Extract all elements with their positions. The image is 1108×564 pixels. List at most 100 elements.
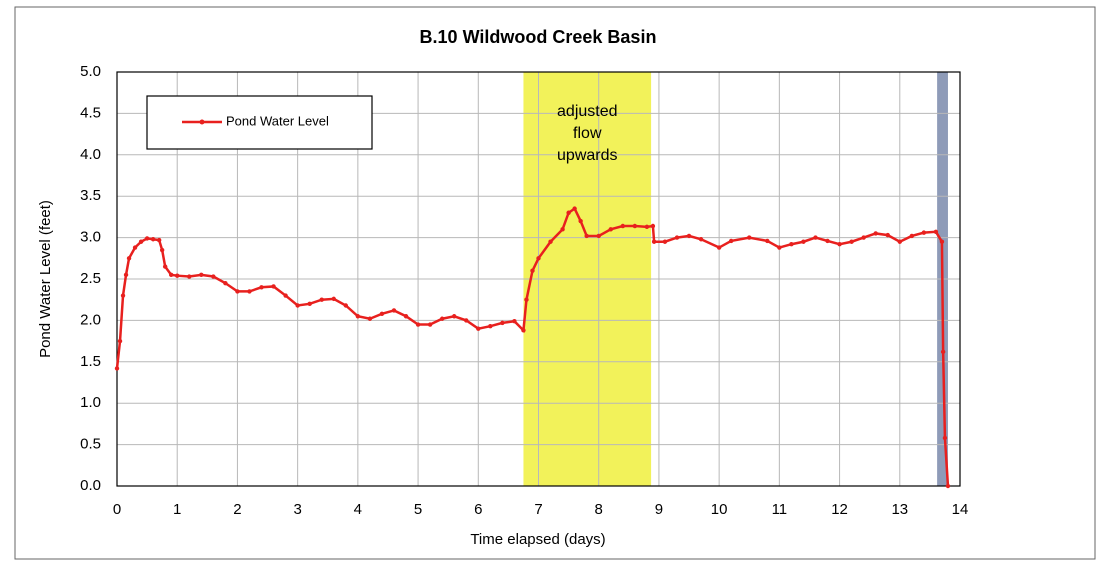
data-point — [632, 223, 638, 229]
data-point — [271, 284, 276, 289]
data-point — [530, 268, 535, 273]
data-point — [120, 293, 126, 298]
data-point — [199, 272, 204, 278]
data-point — [403, 314, 409, 319]
data-point — [138, 239, 144, 244]
legend-marker — [199, 119, 205, 125]
data-point — [608, 227, 613, 232]
data-point — [391, 308, 397, 313]
legend-label: Pond Water Level — [226, 113, 329, 128]
data-point — [114, 366, 120, 371]
y-tick-label: 0.5 — [80, 436, 101, 453]
data-point — [651, 239, 657, 244]
data-point — [765, 238, 770, 244]
data-point — [650, 223, 656, 229]
data-point — [560, 227, 565, 232]
data-point — [150, 237, 156, 242]
data-point — [439, 316, 445, 321]
data-point — [132, 245, 138, 250]
y-tick-label: 2.5 — [80, 270, 101, 287]
data-point — [488, 323, 493, 329]
data-point — [747, 235, 752, 240]
data-point — [620, 223, 625, 229]
data-point — [259, 285, 264, 290]
data-point — [123, 272, 129, 278]
data-point — [548, 239, 553, 244]
annotation: flow — [573, 125, 602, 142]
y-tick-label: 2.0 — [80, 311, 101, 328]
x-tick-label: 10 — [711, 501, 728, 518]
y-tick-label: 4.0 — [80, 146, 101, 163]
data-point — [698, 237, 704, 242]
y-tick-label: 3.5 — [80, 187, 101, 204]
data-point — [686, 233, 692, 239]
x-tick-label: 11 — [772, 501, 788, 518]
data-point — [367, 316, 373, 321]
x-tick-label: 4 — [354, 501, 362, 518]
data-point — [452, 314, 457, 319]
data-point — [307, 301, 312, 307]
data-point — [813, 235, 818, 240]
data-point — [159, 247, 165, 253]
data-point — [126, 256, 132, 261]
data-point — [572, 206, 577, 211]
x-tick-label: 1 — [173, 501, 181, 518]
plot-area-border — [116, 71, 961, 487]
chart-title: B.10 Wildwood Creek Basin — [420, 27, 657, 47]
annotation: upwards — [557, 147, 617, 164]
data-point — [355, 314, 361, 319]
data-point — [117, 338, 123, 344]
data-point — [319, 297, 324, 302]
x-tick-label: 9 — [655, 501, 663, 518]
x-tick-label: 12 — [831, 501, 848, 518]
data-point — [662, 239, 668, 244]
x-tick-label: 5 — [414, 501, 422, 518]
data-point — [235, 289, 240, 294]
data-point — [940, 349, 946, 355]
data-point — [168, 272, 174, 278]
data-point — [476, 326, 481, 331]
data-point — [162, 264, 168, 269]
y-axis-label: Pond Water Level (feet) — [37, 200, 54, 358]
data-point — [175, 273, 180, 278]
data-point — [187, 274, 192, 279]
data-point — [777, 245, 782, 250]
y-tick-label: 1.0 — [80, 394, 101, 411]
data-point — [596, 233, 601, 239]
x-tick-label: 13 — [891, 501, 908, 518]
data-point — [921, 230, 927, 235]
data-point — [716, 245, 722, 250]
data-point — [837, 242, 842, 247]
annotation: adjusted — [557, 103, 618, 120]
data-point — [801, 239, 806, 244]
data-point — [945, 483, 951, 489]
y-tick-label: 4.5 — [80, 104, 101, 121]
data-point — [331, 296, 336, 302]
data-point — [247, 289, 252, 294]
data-point — [500, 320, 505, 326]
data-point — [939, 239, 945, 244]
data-point — [521, 328, 526, 333]
y-tick-label: 3.0 — [80, 229, 101, 246]
data-point — [379, 311, 385, 316]
data-point — [524, 297, 529, 302]
x-tick-label: 0 — [113, 501, 121, 518]
data-point — [223, 280, 228, 286]
y-tick-label: 1.5 — [80, 353, 101, 370]
data-point — [211, 274, 216, 279]
data-point — [283, 293, 288, 298]
data-point — [942, 435, 948, 441]
data-point — [584, 233, 589, 239]
x-tick-label: 3 — [293, 501, 301, 518]
data-point — [909, 233, 915, 239]
x-tick-label: 8 — [595, 501, 603, 518]
data-point — [861, 235, 866, 240]
x-tick-label: 2 — [233, 501, 241, 518]
data-point — [825, 238, 830, 244]
data-point — [578, 218, 583, 224]
data-point — [789, 242, 794, 247]
x-tick-label: 6 — [474, 501, 482, 518]
data-point — [933, 229, 939, 235]
y-tick-label: 5.0 — [80, 63, 101, 80]
